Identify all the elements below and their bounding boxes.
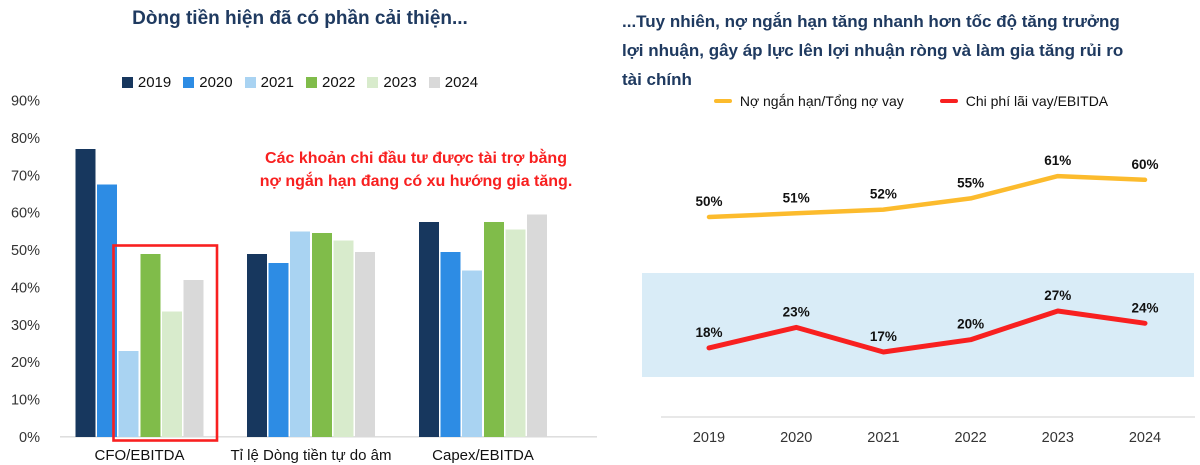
- bar-2024: [183, 279, 204, 437]
- x-axis-tick-label: 2022: [954, 430, 986, 446]
- bar-2019: [419, 222, 439, 437]
- line-series-yellow: [706, 173, 1148, 220]
- data-label: 51%: [783, 190, 810, 205]
- legend-swatch-icon: [306, 77, 317, 88]
- legend-item-2022: 2022: [306, 74, 355, 91]
- data-label: 23%: [783, 304, 810, 319]
- legend-label: 2024: [444, 74, 479, 91]
- data-label: 52%: [870, 187, 897, 202]
- bar-chart-legend: 2019 2020 2021 2022 2023 2024: [0, 74, 600, 91]
- legend-swatch-icon: [244, 77, 256, 88]
- x-axis-tick-label: 2020: [780, 430, 812, 446]
- legend-label: Chi phí lãi vay/EBITDA: [965, 93, 1109, 109]
- right-chart-title-line2: lợi nhuận, gây áp lực lên lợi nhuận ròng…: [622, 41, 1124, 60]
- y-axis-tick-label: 80%: [11, 131, 40, 147]
- y-axis-tick-label: 40%: [11, 280, 40, 296]
- bar-2024: [527, 214, 547, 437]
- data-label: 20%: [957, 317, 984, 332]
- bar-2019: [75, 149, 96, 437]
- bar-2020: [268, 263, 289, 437]
- right-chart-title: ...Tuy nhiên, nợ ngắn hạn tăng nhanh hơn…: [622, 7, 1200, 94]
- bar-2022: [483, 222, 504, 437]
- legend-item: Nợ ngắn hạn/Tổng nợ vay: [713, 93, 904, 109]
- data-label: 50%: [695, 194, 722, 209]
- legend-item-2019: 2019: [121, 74, 172, 91]
- legend-swatch-icon: [428, 77, 440, 88]
- y-axis-tick-label: 10%: [11, 392, 40, 408]
- red-annotation-text: Các khoản chi đầu tư được tài trợ bằng n…: [259, 150, 573, 190]
- bar-2022: [140, 253, 161, 437]
- y-axis-tick-label: 70%: [11, 168, 40, 184]
- y-axis-tick-label: 90%: [11, 94, 40, 110]
- legend-label: 2021: [260, 74, 294, 91]
- legend-swatch-icon: [367, 77, 379, 88]
- legend-label: 2019: [137, 74, 172, 91]
- data-label: 61%: [1044, 153, 1071, 168]
- data-label: 18%: [695, 325, 722, 340]
- bar-2023: [505, 229, 526, 437]
- bar-2021: [462, 270, 483, 437]
- bar-2021: [290, 231, 311, 437]
- legend-item-2021: 2021: [244, 74, 294, 91]
- bar-2020: [97, 184, 118, 437]
- legend-label: 2023: [383, 74, 417, 91]
- data-label: 55%: [957, 175, 984, 190]
- legend-item-2023: 2023: [367, 74, 417, 91]
- bar-2021: [118, 350, 139, 437]
- legend-line-swatch-icon: [939, 98, 958, 104]
- x-axis-tick-label: 2024: [1129, 430, 1161, 446]
- x-axis-tick-label: 2021: [867, 430, 899, 446]
- right-chart-title-line3: tài chính: [622, 70, 692, 89]
- y-axis-tick-label: 60%: [11, 206, 40, 222]
- legend-item-2024: 2024: [428, 74, 479, 91]
- legend-swatch-icon: [183, 77, 195, 88]
- x-axis-tick-label: 2019: [693, 430, 725, 446]
- category-label: Tỉ lệ Dòng tiền tự do âm: [231, 447, 392, 464]
- legend-label: 2020: [199, 74, 233, 91]
- left-chart-title: Dòng tiền hiện đã có phần cải thiện...: [132, 8, 468, 29]
- legend-label: 2022: [322, 74, 356, 91]
- line-series-red: [706, 308, 1148, 355]
- data-label: 17%: [870, 329, 897, 344]
- y-axis-tick-label: 50%: [11, 243, 40, 259]
- y-axis-tick-label: 30%: [11, 318, 40, 334]
- data-label: 27%: [1044, 288, 1071, 303]
- bar-2019: [247, 253, 267, 437]
- bar-2022: [311, 233, 332, 437]
- highlight-box: [112, 244, 219, 442]
- y-axis-tick-label: 0%: [19, 430, 40, 446]
- legend-item-2020: 2020: [183, 74, 233, 91]
- y-axis-tick-label: 20%: [11, 355, 40, 371]
- highlight-band: [642, 273, 1194, 377]
- category-label: CFO/EBITDA: [94, 447, 184, 464]
- bar-2020: [440, 251, 461, 437]
- legend-swatch-icon: [121, 77, 133, 88]
- x-axis-tick-label: 2023: [1042, 430, 1074, 446]
- legend-line-swatch-icon: [713, 98, 732, 104]
- data-label: 60%: [1131, 157, 1158, 172]
- category-label: Capex/EBITDA: [432, 447, 534, 464]
- legend-item: Chi phí lãi vay/EBITDA: [939, 93, 1109, 109]
- right-chart-title-line1: ...Tuy nhiên, nợ ngắn hạn tăng nhanh hơn…: [622, 12, 1120, 31]
- bar-2023: [333, 240, 354, 437]
- data-label: 24%: [1131, 300, 1158, 315]
- bar-2024: [355, 251, 375, 437]
- legend-label: Nợ ngắn hạn/Tổng nợ vay: [739, 93, 904, 109]
- bar-2023: [161, 311, 182, 437]
- line-chart-legend: Nợ ngắn hạn/Tổng nợ vay Chi phí lãi vay/E…: [622, 93, 1200, 109]
